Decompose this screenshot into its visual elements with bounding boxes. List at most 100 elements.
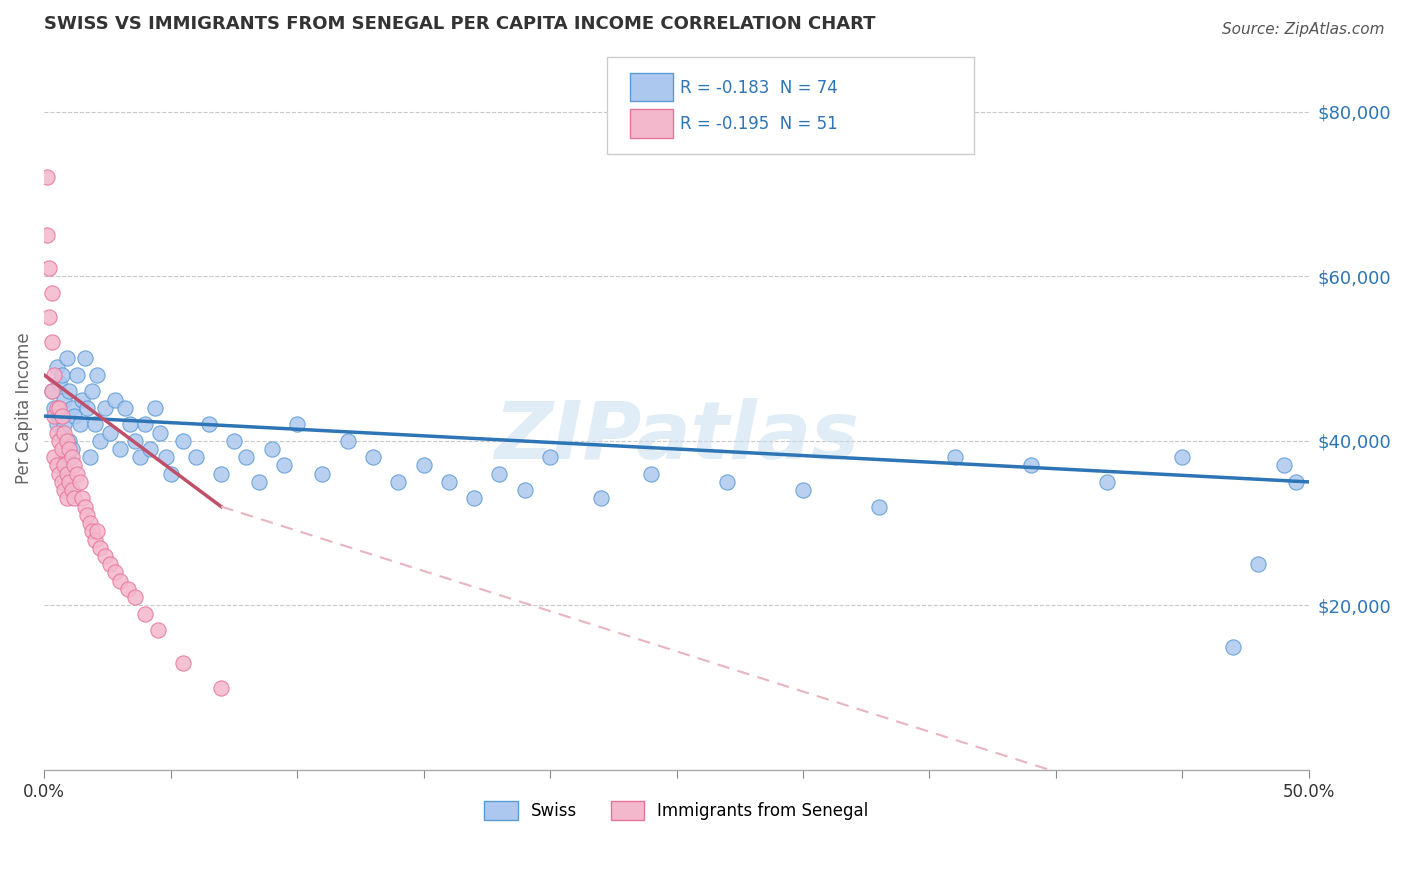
Point xyxy=(51,409,73,423)
FancyBboxPatch shape xyxy=(630,73,672,102)
Legend: Swiss, Immigrants from Senegal: Swiss, Immigrants from Senegal xyxy=(478,794,876,827)
Point xyxy=(117,582,139,596)
Point xyxy=(48,467,70,481)
Point xyxy=(1247,558,1270,572)
Point xyxy=(222,434,245,448)
Point xyxy=(82,524,104,539)
Point xyxy=(1272,458,1295,473)
Point xyxy=(60,442,83,456)
Point xyxy=(63,458,86,473)
Point xyxy=(56,467,79,481)
Point xyxy=(66,368,89,382)
Point xyxy=(513,483,536,497)
Point xyxy=(45,359,67,374)
Point xyxy=(38,260,60,275)
Point xyxy=(104,566,127,580)
Point xyxy=(44,409,66,423)
Point xyxy=(209,681,232,695)
Point xyxy=(53,417,76,432)
Point xyxy=(640,467,662,481)
Point xyxy=(76,401,98,415)
Point xyxy=(538,450,561,465)
Point xyxy=(58,442,80,456)
Point xyxy=(149,425,172,440)
Point xyxy=(146,623,169,637)
Point xyxy=(98,558,121,572)
Point xyxy=(60,450,83,465)
Point xyxy=(273,458,295,473)
Point xyxy=(943,450,966,465)
Point xyxy=(58,384,80,399)
FancyBboxPatch shape xyxy=(630,110,672,137)
Point xyxy=(58,475,80,489)
Point xyxy=(53,392,76,407)
Point xyxy=(79,516,101,530)
Point xyxy=(66,467,89,481)
Point xyxy=(108,574,131,588)
Point xyxy=(1285,475,1308,489)
Point xyxy=(387,475,409,489)
Point xyxy=(60,401,83,415)
Point xyxy=(129,450,152,465)
Point xyxy=(792,483,814,497)
Point xyxy=(124,434,146,448)
Point xyxy=(172,434,194,448)
Point xyxy=(79,450,101,465)
Point xyxy=(41,334,63,349)
Point xyxy=(589,491,612,506)
Point xyxy=(48,376,70,391)
Point xyxy=(1222,640,1244,654)
Point xyxy=(58,434,80,448)
Point xyxy=(184,450,207,465)
Point xyxy=(48,409,70,423)
Point xyxy=(247,475,270,489)
Point xyxy=(98,425,121,440)
Y-axis label: Per Capita Income: Per Capita Income xyxy=(15,332,32,483)
Point xyxy=(134,607,156,621)
Point xyxy=(209,467,232,481)
Point xyxy=(56,434,79,448)
Point xyxy=(114,401,136,415)
Point xyxy=(53,425,76,440)
Point xyxy=(35,227,58,242)
Point xyxy=(51,425,73,440)
Point xyxy=(35,170,58,185)
Point xyxy=(48,401,70,415)
Point xyxy=(83,533,105,547)
Point xyxy=(56,351,79,366)
Point xyxy=(86,368,108,382)
Point xyxy=(361,450,384,465)
Point xyxy=(108,442,131,456)
Point xyxy=(124,590,146,604)
FancyBboxPatch shape xyxy=(607,56,974,154)
Point xyxy=(69,417,91,432)
Point xyxy=(56,450,79,465)
Point xyxy=(134,417,156,432)
Point xyxy=(51,442,73,456)
Text: R = -0.195  N = 51: R = -0.195 N = 51 xyxy=(681,115,838,133)
Point xyxy=(45,401,67,415)
Text: Source: ZipAtlas.com: Source: ZipAtlas.com xyxy=(1222,22,1385,37)
Point xyxy=(104,392,127,407)
Point xyxy=(73,351,96,366)
Point xyxy=(1171,450,1194,465)
Point xyxy=(60,483,83,497)
Point xyxy=(868,500,890,514)
Point xyxy=(145,401,167,415)
Point xyxy=(41,384,63,399)
Point xyxy=(44,450,66,465)
Point xyxy=(44,368,66,382)
Point xyxy=(172,656,194,670)
Point xyxy=(45,417,67,432)
Point xyxy=(120,417,142,432)
Point xyxy=(86,524,108,539)
Point xyxy=(1095,475,1118,489)
Text: R = -0.183  N = 74: R = -0.183 N = 74 xyxy=(681,78,838,96)
Point xyxy=(45,425,67,440)
Point xyxy=(53,483,76,497)
Point xyxy=(1019,458,1042,473)
Point xyxy=(197,417,219,432)
Point xyxy=(155,450,177,465)
Point xyxy=(94,549,117,563)
Point xyxy=(488,467,510,481)
